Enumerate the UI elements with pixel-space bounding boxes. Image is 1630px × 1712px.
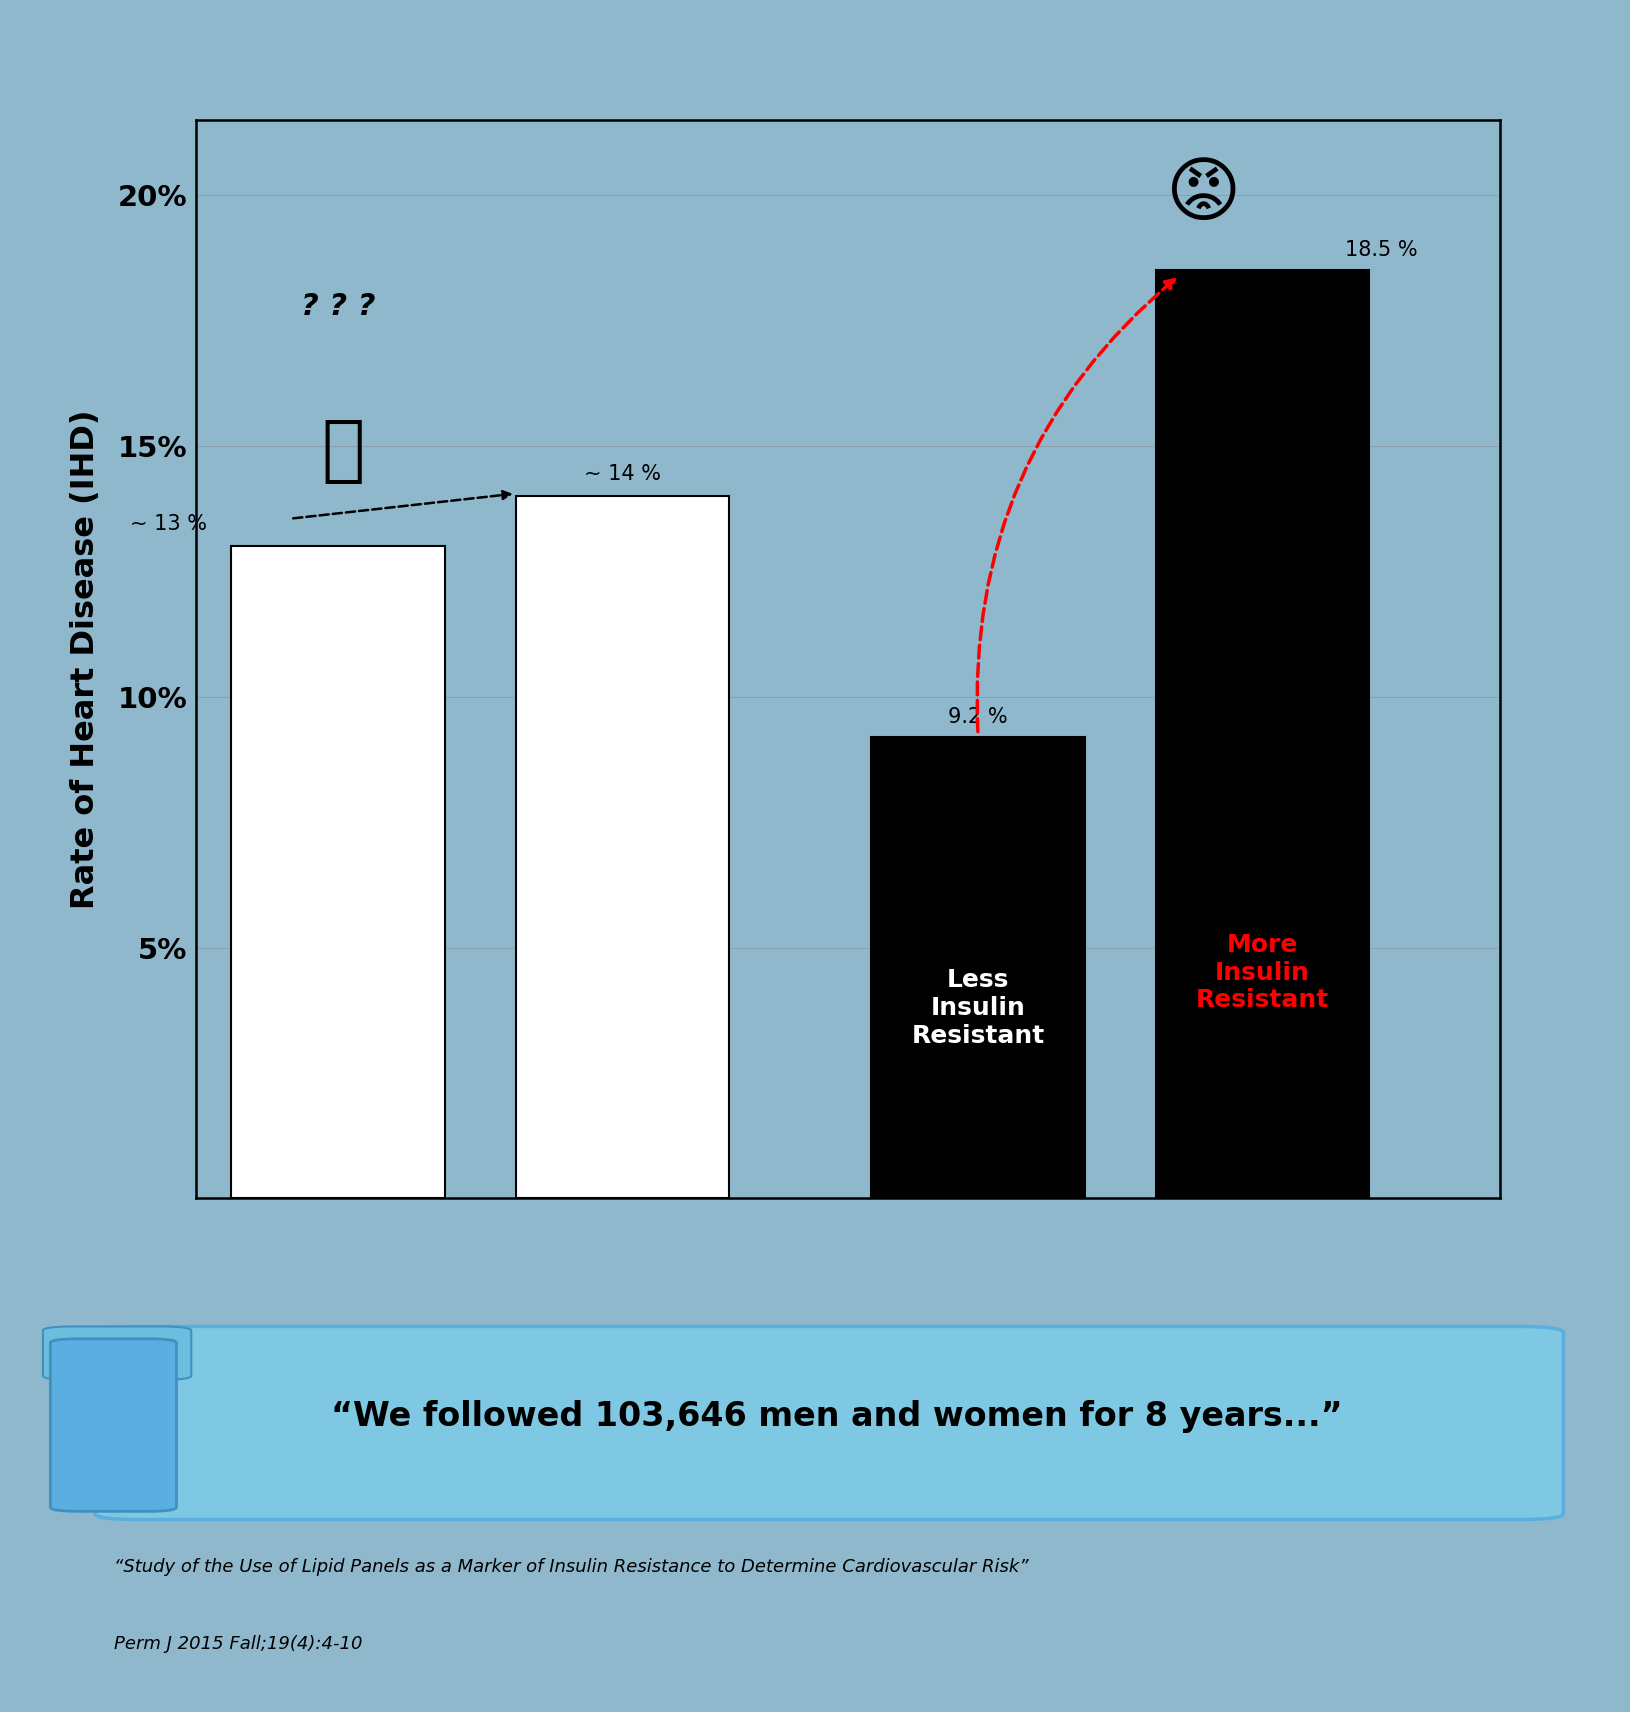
- Bar: [872, 736, 1084, 1198]
- Text: High
Trig/HDL
RATIO: High Trig/HDL RATIO: [1206, 1388, 1319, 1469]
- Text: More
Insulin
Resistant: More Insulin Resistant: [1196, 933, 1328, 1012]
- Y-axis label: Rate of Heart Disease (IHD): Rate of Heart Disease (IHD): [70, 409, 101, 909]
- Bar: [515, 496, 729, 1198]
- FancyBboxPatch shape: [42, 1327, 191, 1380]
- Text: Less
Insulin
Resistant: Less Insulin Resistant: [911, 967, 1045, 1048]
- FancyBboxPatch shape: [95, 1327, 1563, 1520]
- Text: ? ? ?: ? ? ?: [300, 291, 375, 320]
- Text: LDLc ≤
140
mg/dL: LDLc ≤ 140 mg/dL: [292, 1388, 383, 1469]
- Text: 9.2 %: 9.2 %: [949, 707, 1007, 728]
- Text: ~ 13 %: ~ 13 %: [130, 514, 207, 534]
- Text: Perm J 2015 Fall;19(4):4-10: Perm J 2015 Fall;19(4):4-10: [114, 1635, 362, 1652]
- Text: ~ 14 %: ~ 14 %: [584, 464, 660, 483]
- Text: “We followed 103,646 men and women for 8 years...”: “We followed 103,646 men and women for 8…: [331, 1400, 1343, 1433]
- Bar: [1156, 270, 1369, 1198]
- Text: LDLc >
140
mg/dL: LDLc > 140 mg/dL: [577, 1388, 668, 1469]
- Text: Low
Trig/HDL
RATIO: Low Trig/HDL RATIO: [921, 1388, 1035, 1469]
- Bar: [231, 546, 445, 1198]
- Text: 18.5 %: 18.5 %: [1345, 240, 1418, 260]
- Text: “Study of the Use of Lipid Panels as a Marker of Insulin Resistance to Determine: “Study of the Use of Lipid Panels as a M…: [114, 1558, 1029, 1575]
- Text: 😡: 😡: [1165, 161, 1240, 229]
- FancyBboxPatch shape: [51, 1339, 176, 1512]
- Text: 🤔: 🤔: [321, 418, 363, 486]
